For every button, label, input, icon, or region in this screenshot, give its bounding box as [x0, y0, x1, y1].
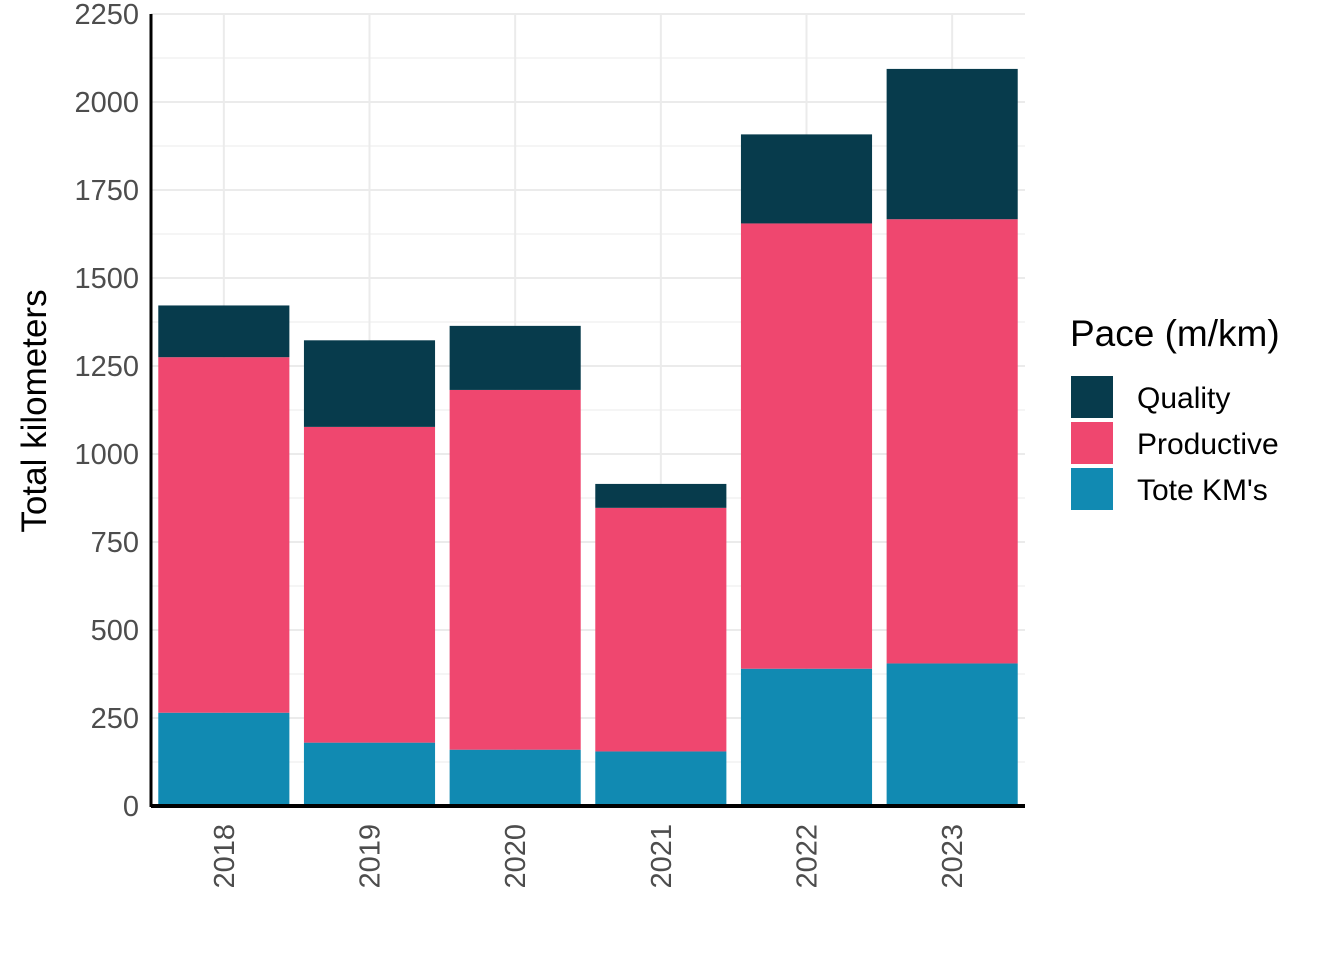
bar-2019-productive	[303, 426, 436, 743]
bar-2023-productive	[886, 219, 1018, 664]
legend-title: Pace (m/km)	[1070, 313, 1280, 354]
bar-2021-tote-km-s	[595, 751, 727, 806]
y-tick-label: 2250	[74, 0, 139, 31]
y-tick-label: 1500	[74, 263, 139, 295]
bar-2020-productive	[449, 389, 581, 750]
bar-2020-quality	[449, 325, 581, 390]
legend-label: Tote KM's	[1137, 474, 1268, 507]
legend-swatch	[1071, 376, 1113, 418]
legend-swatch	[1071, 422, 1113, 464]
y-axis-title: Total kilometers	[15, 289, 54, 532]
bar-2019-tote-km-s	[303, 742, 436, 806]
x-tick-label: 2023	[937, 824, 969, 889]
x-tick-label: 2019	[355, 824, 387, 889]
legend-swatch	[1071, 468, 1113, 510]
bar-2018-tote-km-s	[158, 712, 290, 806]
y-tick-label: 1750	[74, 175, 139, 207]
y-tick-label: 1250	[74, 351, 139, 383]
y-tick-label: 750	[91, 527, 139, 559]
bar-2019-quality	[303, 340, 436, 427]
y-tick-label: 500	[91, 615, 139, 647]
bar-2022-tote-km-s	[740, 668, 873, 806]
bar-2023-quality	[886, 68, 1018, 220]
x-tick-label: 2021	[646, 824, 678, 889]
y-tick-label: 0	[123, 791, 139, 823]
bar-2023-tote-km-s	[886, 663, 1018, 806]
bar-2021-productive	[595, 507, 727, 752]
y-tick-label: 2000	[74, 87, 139, 119]
y-tick-label: 1000	[74, 439, 139, 471]
legend: Pace (m/km) Quality Productive Tote KM's	[1070, 313, 1280, 510]
bar-2021-quality	[595, 483, 727, 508]
bar-2022-quality	[740, 134, 873, 224]
x-tick-label: 2018	[209, 824, 241, 889]
y-axis-ticks: 0 250 500 750 1000 1250 1500 1750 2000 2250	[74, 0, 139, 823]
bars	[158, 68, 1018, 806]
legend-label: Quality	[1137, 382, 1230, 415]
bar-2020-tote-km-s	[449, 749, 581, 806]
axes	[149, 14, 1025, 808]
legend-label: Productive	[1137, 428, 1279, 461]
x-axis-ticks: 2018 2019 2020 2021 2022 2023	[209, 824, 969, 889]
bar-2018-quality	[158, 305, 290, 358]
y-tick-label: 250	[91, 703, 139, 735]
bar-2022-productive	[740, 223, 873, 669]
x-tick-label: 2022	[792, 824, 824, 889]
x-tick-label: 2020	[500, 824, 532, 889]
bar-2018-productive	[158, 357, 290, 713]
